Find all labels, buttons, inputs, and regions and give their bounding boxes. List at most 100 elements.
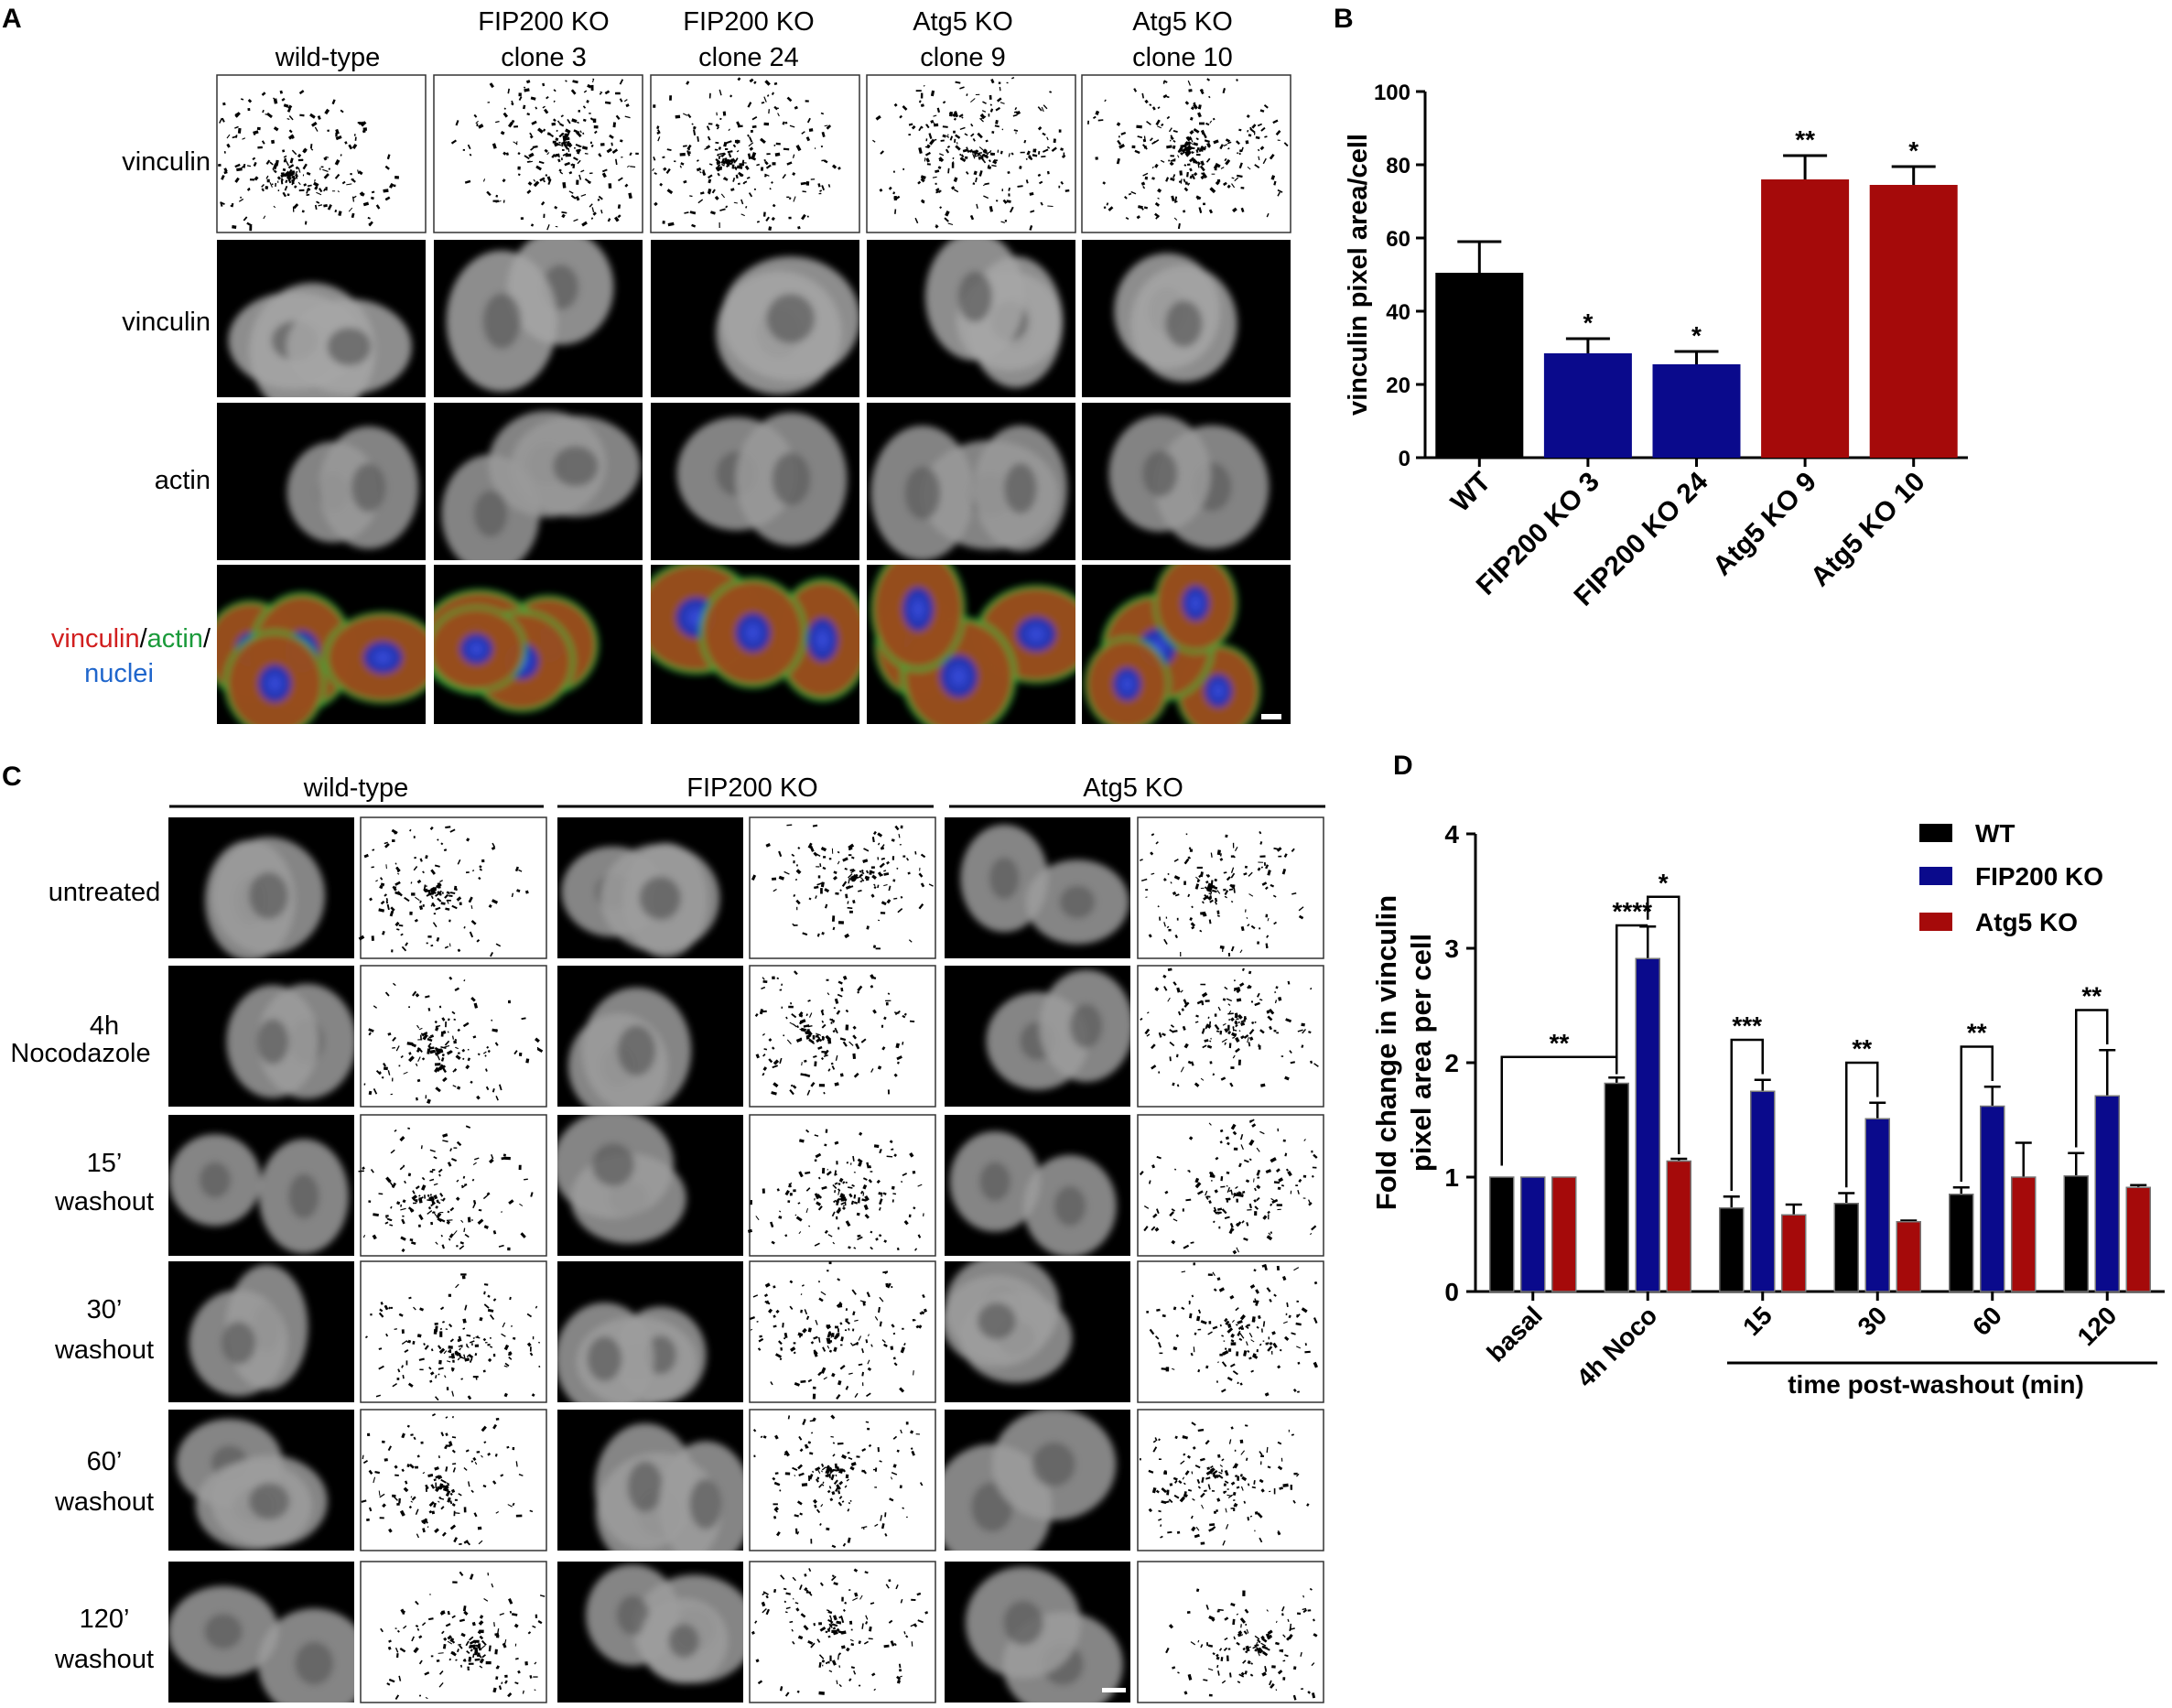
adhesion-spot — [656, 131, 661, 135]
adhesion-spot — [844, 1329, 848, 1332]
adhesion-spot — [518, 869, 523, 872]
adhesion-spot — [1213, 164, 1219, 170]
adhesion-spot — [881, 1024, 884, 1028]
adhesion-spot — [470, 1219, 474, 1221]
adhesion-spot — [1208, 919, 1212, 924]
adhesion-spot — [812, 824, 818, 827]
adhesion-spot — [587, 180, 591, 185]
adhesion-spot — [357, 121, 362, 124]
adhesion-spot — [1195, 195, 1202, 200]
adhesion-spot — [1226, 141, 1232, 145]
adhesion-spot — [246, 222, 253, 227]
adhesion-spot — [925, 124, 928, 126]
adhesion-spot — [472, 1376, 479, 1378]
adhesion-spot — [474, 1344, 480, 1347]
adhesion-spot — [1245, 140, 1249, 145]
cell-nucleus — [248, 871, 288, 920]
adhesion-spot — [834, 998, 839, 1004]
adhesion-spot — [271, 183, 274, 186]
adhesion-spot — [494, 1649, 498, 1655]
legend-swatch-wt — [1919, 824, 1952, 842]
adhesion-spot — [800, 1037, 803, 1041]
adhesion-spot — [816, 882, 823, 886]
adhesion-spot — [1133, 88, 1138, 92]
adhesion-spot — [405, 942, 409, 946]
adhesion-spot — [1219, 144, 1224, 150]
adhesion-spot — [961, 116, 964, 119]
adhesion-spot — [419, 1368, 424, 1371]
adhesion-spot — [338, 211, 342, 217]
adhesion-spot — [430, 1655, 434, 1658]
adhesion-spot — [793, 893, 796, 897]
adhesion-spot — [368, 1090, 373, 1096]
adhesion-spot — [1208, 886, 1213, 889]
adhesion-spot — [1194, 1082, 1200, 1087]
adhesion-spot — [719, 89, 722, 96]
adhesion-spot — [815, 147, 816, 149]
adhesion-spot — [1265, 1344, 1269, 1346]
adhesion-spot — [797, 225, 801, 230]
adhesion-spot — [944, 217, 949, 222]
adhesion-spot — [665, 168, 671, 174]
adhesion-spot — [899, 844, 902, 846]
adhesion-spot — [543, 179, 546, 183]
adhesion-spot — [1170, 135, 1174, 141]
adhesion-spot — [1214, 897, 1218, 903]
adhesion-spot — [687, 147, 691, 151]
adhesion-spot — [1195, 1014, 1199, 1018]
adhesion-spot — [311, 121, 318, 127]
adhesion-spot — [435, 1027, 439, 1032]
adhesion-spot — [391, 949, 394, 953]
cell-nucleus — [1165, 300, 1203, 348]
adhesion-spot — [538, 160, 545, 165]
adhesion-spot — [1097, 119, 1104, 122]
adhesion-spot — [815, 895, 817, 899]
adhesion-spot — [1240, 1327, 1245, 1331]
adhesion-spot — [461, 1057, 465, 1061]
adhesion-spot — [686, 81, 690, 85]
adhesion-spot — [478, 1208, 482, 1212]
adhesion-spot — [411, 892, 416, 896]
adhesion-spot — [1268, 1214, 1270, 1220]
adhesion-spot — [790, 1084, 794, 1087]
adhesion-spot — [1046, 136, 1049, 141]
adhesion-spot — [823, 1054, 828, 1057]
adhesion-spot — [1236, 1198, 1238, 1203]
adhesion-spot — [439, 880, 443, 882]
scale-bar — [1261, 714, 1281, 719]
adhesion-spot — [405, 1360, 408, 1366]
adhesion-spot — [805, 136, 811, 142]
adhesion-spot — [583, 90, 588, 93]
adhesion-spot — [1259, 1045, 1261, 1050]
adhesion-spot — [600, 91, 603, 94]
adhesion-spot — [346, 183, 352, 186]
adhesion-spot — [495, 943, 502, 947]
adhesion-spot — [1174, 196, 1178, 202]
adhesion-spot — [1191, 157, 1195, 161]
adhesion-spot — [454, 987, 460, 992]
adhesion-spot — [286, 193, 290, 197]
adhesion-spot — [808, 1038, 815, 1044]
adhesion-spot — [845, 893, 848, 899]
adhesion-spot — [1053, 138, 1056, 144]
adhesion-spot — [379, 1071, 382, 1075]
adhesion-spot — [800, 1027, 807, 1032]
adhesion-spot — [772, 203, 776, 208]
adhesion-spot — [1196, 1000, 1203, 1005]
panel-b-chart: vinculin pixel area/cell 020406080100WT*… — [1344, 81, 1968, 612]
adhesion-spot — [930, 90, 935, 97]
adhesion-spot — [1207, 1016, 1210, 1020]
adhesion-spot — [419, 1049, 423, 1054]
adhesion-spot — [556, 129, 558, 133]
adhesion-spot — [469, 153, 472, 157]
cell-nucleus — [1032, 1442, 1076, 1487]
adhesion-spot — [841, 1596, 844, 1602]
cell-nucleus — [957, 270, 993, 322]
adhesion-spot — [1266, 1010, 1270, 1014]
adhesion-spot — [462, 1022, 470, 1028]
adhesion-spot — [368, 1032, 372, 1036]
adhesion-spot — [821, 1051, 827, 1054]
adhesion-spot — [221, 201, 225, 205]
adhesion-spot — [507, 121, 513, 128]
adhesion-spot — [402, 1164, 405, 1168]
